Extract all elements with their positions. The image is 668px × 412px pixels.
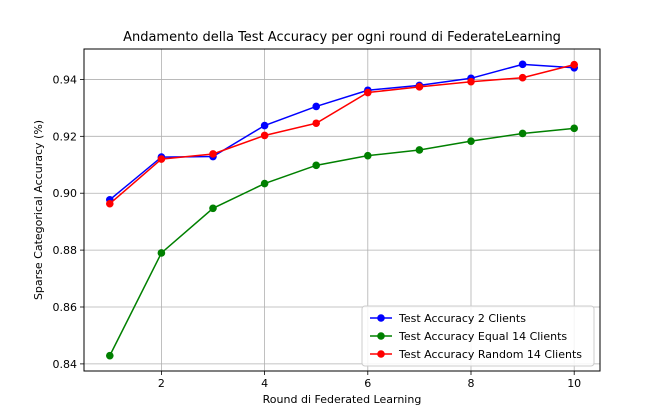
legend-marker [377, 350, 385, 358]
y-tick-label: 0.88 [53, 244, 78, 257]
series-group [106, 60, 578, 360]
data-point [260, 179, 269, 188]
data-point [157, 249, 166, 257]
data-point [209, 150, 217, 158]
data-point [106, 199, 114, 208]
legend-entry-label: Test Accuracy Random 14 Clients [398, 348, 582, 361]
data-point [570, 60, 578, 69]
x-tick-label: 8 [468, 377, 475, 390]
data-point [364, 88, 372, 97]
data-point [467, 77, 475, 86]
legend-marker [377, 314, 385, 322]
data-point [415, 83, 424, 91]
x-tick-label: 6 [364, 377, 371, 390]
y-tick-label: 0.90 [53, 187, 78, 200]
data-point [415, 146, 424, 154]
data-point [364, 151, 372, 160]
y-tick-label: 0.92 [53, 130, 78, 143]
data-point [518, 73, 527, 82]
data-point [518, 60, 527, 69]
series-line-1 [109, 63, 575, 201]
y-axis-label: Sparse Categorical Accuracy (%) [32, 120, 45, 300]
data-point [312, 119, 321, 128]
y-tick-label: 0.84 [53, 358, 78, 371]
plot-area-frame [83, 48, 601, 372]
y-tick-label: 0.86 [53, 301, 78, 314]
x-tick-label: 2 [158, 377, 165, 390]
x-axis-label: Round di Federated Learning [263, 393, 422, 406]
grid [84, 49, 600, 371]
data-point [106, 351, 114, 360]
data-point [260, 121, 269, 130]
data-point [312, 161, 321, 170]
legend-entry-label: Test Accuracy Equal 14 Clients [398, 330, 567, 343]
series-line-3 [109, 63, 575, 205]
chart-title: Andamento della Test Accuracy per ogni r… [123, 30, 561, 45]
x-tick-label: 10 [567, 377, 581, 390]
data-point [312, 102, 321, 111]
legend-entry-label: Test Accuracy 2 Clients [398, 312, 526, 325]
legend-marker [377, 332, 385, 340]
data-point [467, 137, 475, 145]
data-point [570, 124, 578, 133]
y-tick-label: 0.94 [53, 73, 78, 86]
data-point [157, 155, 166, 163]
series-line-2 [109, 127, 575, 356]
legend: Test Accuracy 2 Clients Test Accuracy Equ… [361, 305, 595, 367]
data-point [260, 131, 269, 140]
x-tick-label: 4 [261, 377, 268, 390]
axis-ticks: 2 4 6 8 10 0.84 0.86 0.88 0.90 0.92 0.94 [53, 73, 582, 390]
data-point [209, 204, 217, 213]
legend-box [361, 305, 595, 367]
data-point [518, 129, 527, 138]
